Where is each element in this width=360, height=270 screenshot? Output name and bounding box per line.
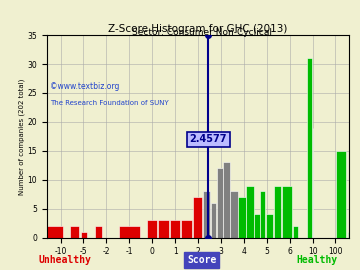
- Text: Unhealthy: Unhealthy: [39, 255, 91, 265]
- Bar: [158, 220, 169, 238]
- Bar: [238, 197, 246, 238]
- Bar: [119, 226, 140, 238]
- Bar: [260, 191, 265, 238]
- Text: Score: Score: [187, 255, 216, 265]
- Bar: [348, 232, 360, 238]
- Text: 2.4577: 2.4577: [190, 134, 227, 144]
- Bar: [255, 214, 260, 238]
- Text: Sector: Consumer Non-Cyclical: Sector: Consumer Non-Cyclical: [132, 28, 271, 37]
- Text: ©www.textbiz.org: ©www.textbiz.org: [50, 82, 119, 91]
- Bar: [70, 226, 78, 238]
- Bar: [293, 226, 298, 238]
- Bar: [203, 191, 210, 238]
- Bar: [217, 168, 223, 238]
- Bar: [266, 214, 273, 238]
- Y-axis label: Number of companies (202 total): Number of companies (202 total): [18, 78, 24, 195]
- Bar: [247, 185, 254, 238]
- Bar: [224, 162, 230, 238]
- Bar: [95, 226, 102, 238]
- Text: The Research Foundation of SUNY: The Research Foundation of SUNY: [50, 100, 168, 106]
- Bar: [181, 220, 192, 238]
- Bar: [211, 203, 216, 238]
- Title: Z-Score Histogram for GHC (2013): Z-Score Histogram for GHC (2013): [108, 24, 288, 34]
- Bar: [147, 220, 157, 238]
- Text: Healthy: Healthy: [296, 255, 337, 265]
- Bar: [282, 185, 292, 238]
- Bar: [17, 226, 63, 238]
- Bar: [230, 191, 238, 238]
- Bar: [274, 185, 281, 238]
- Bar: [307, 58, 312, 238]
- Bar: [81, 232, 87, 238]
- Bar: [170, 220, 180, 238]
- Bar: [193, 197, 202, 238]
- Bar: [336, 151, 346, 238]
